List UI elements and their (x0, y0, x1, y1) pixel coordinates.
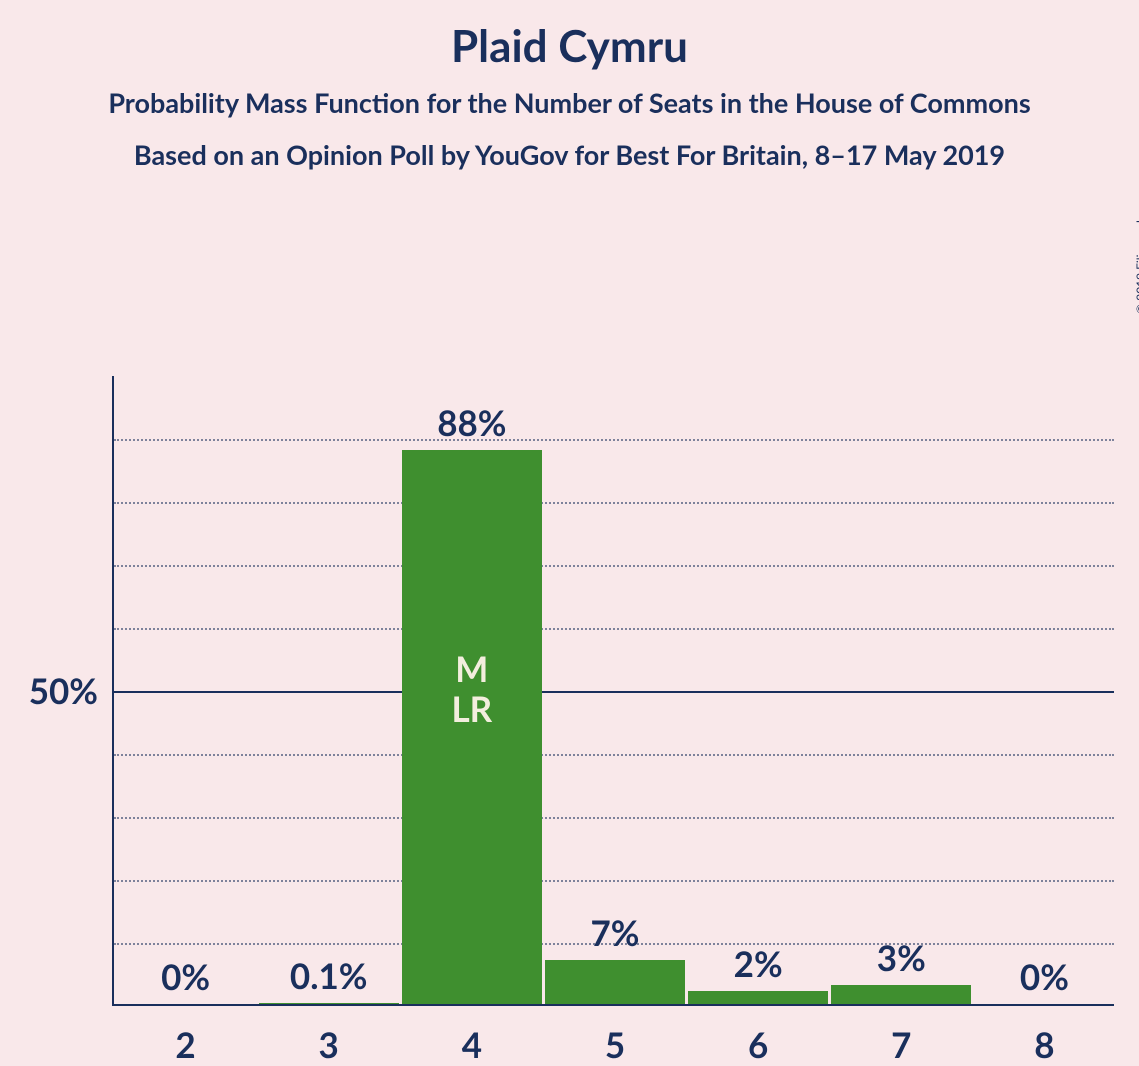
bar-inner-label: MLR (402, 649, 542, 730)
x-tick-label: 2 (175, 1024, 195, 1066)
x-tick-label: 8 (1034, 1024, 1054, 1066)
last-result-marker: LR (402, 689, 542, 729)
gridline (114, 754, 1114, 756)
copyright-text: © 2019 Filip van Laenen (1133, 185, 1139, 314)
gridline (114, 439, 1114, 441)
x-tick-label: 3 (319, 1024, 339, 1066)
bar-value-label: 7% (591, 912, 640, 954)
bar (259, 1003, 399, 1004)
plot-area: 0%20.1%3MLR88%47%52%63%70%8 (112, 376, 1114, 1006)
bar (688, 991, 828, 1004)
bar-value-label: 2% (734, 943, 783, 985)
bar (831, 985, 971, 1004)
bar-value-label: 0% (161, 956, 210, 998)
x-tick-label: 4 (462, 1024, 482, 1066)
chart-subtitle-2: Based on an Opinion Poll by YouGov for B… (0, 138, 1139, 171)
gridline (114, 502, 1114, 504)
gridline (114, 817, 1114, 819)
bar (545, 960, 685, 1004)
gridline (114, 565, 1114, 567)
bar: MLR (402, 450, 542, 1004)
x-tick-label: 5 (605, 1024, 625, 1066)
chart-subtitle-1: Probability Mass Function for the Number… (0, 86, 1139, 119)
gridline (114, 880, 1114, 882)
bar-value-label: 88% (437, 402, 506, 444)
bar-value-label: 3% (877, 937, 926, 979)
y-axis-label: 50% (0, 670, 98, 712)
median-marker: M (402, 649, 542, 689)
x-tick-label: 6 (748, 1024, 768, 1066)
bar-value-label: 0.1% (290, 955, 368, 997)
x-tick-label: 7 (891, 1024, 911, 1066)
bar-value-label: 0% (1020, 956, 1069, 998)
gridline (114, 628, 1114, 630)
gridline (114, 691, 1114, 693)
chart-title: Plaid Cymru (0, 20, 1139, 72)
